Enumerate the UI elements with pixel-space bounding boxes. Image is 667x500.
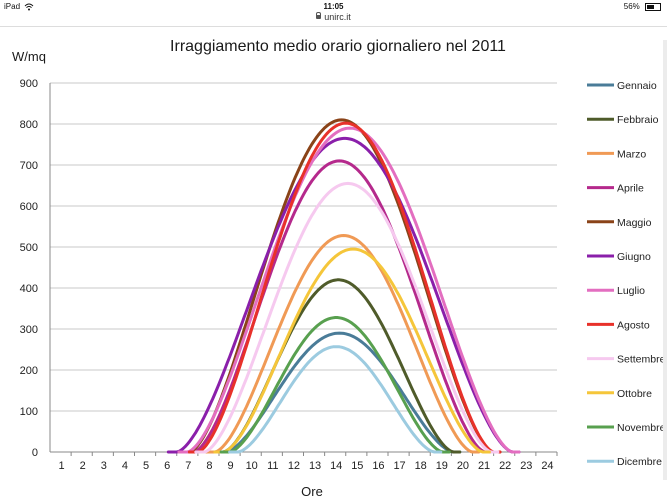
x-tick-label: 9 bbox=[228, 460, 234, 472]
x-tick-label: 11 bbox=[267, 460, 278, 472]
y-tick-label: 800 bbox=[20, 119, 38, 131]
toolbar-divider bbox=[0, 26, 667, 27]
wifi-icon bbox=[24, 3, 34, 11]
grid bbox=[49, 82, 558, 456]
y-tick-label: 600 bbox=[20, 201, 38, 213]
x-tick-label: 5 bbox=[143, 460, 149, 472]
x-tick-label: 16 bbox=[372, 460, 384, 472]
status-bar: iPad 11:05 56% bbox=[0, 0, 667, 14]
x-tick-label: 17 bbox=[393, 460, 405, 472]
x-tick-label: 14 bbox=[330, 460, 342, 472]
legend-label-agosto: Agosto bbox=[617, 319, 650, 331]
status-right: 56% bbox=[624, 0, 661, 14]
legend-label-luglio: Luglio bbox=[617, 285, 645, 297]
y-tick-label: 500 bbox=[20, 242, 38, 254]
chart-title: Irraggiamento medio orario giornaliero n… bbox=[170, 38, 506, 55]
x-tick-label: 2 bbox=[80, 460, 86, 472]
x-tick-label: 8 bbox=[206, 460, 212, 472]
series-line-agosto bbox=[187, 121, 502, 454]
legend-label-novembre: Novembre bbox=[617, 422, 666, 434]
legend-label-gennaio: Gennaio bbox=[617, 80, 657, 92]
series-line-marzo bbox=[204, 234, 481, 454]
x-tick-label: 4 bbox=[122, 460, 128, 472]
x-tick-labels: 1 2 3 4 5 6 7 8 9 10 11 12 13 14 15 16 17 18 19 20 21 22 23 24 bbox=[59, 460, 554, 472]
x-tick-label: 3 bbox=[101, 460, 107, 472]
status-left: iPad bbox=[4, 0, 34, 14]
x-axis-label: Ore bbox=[301, 484, 323, 499]
x-tick-label: 7 bbox=[185, 460, 191, 472]
series-lines bbox=[166, 118, 521, 454]
y-tick-label: 200 bbox=[20, 365, 38, 377]
battery-icon bbox=[645, 2, 661, 11]
legend-label-aprile: Aprile bbox=[617, 183, 644, 195]
series-line-novembre bbox=[219, 316, 451, 454]
x-tick-label: 23 bbox=[520, 460, 532, 472]
url-text: unirc.it bbox=[324, 12, 351, 22]
legend-label-settembre: Settembre bbox=[617, 354, 666, 366]
legend-label-giugno: Giugno bbox=[617, 251, 651, 263]
series-line-dicembre bbox=[228, 345, 443, 454]
x-tick-label: 12 bbox=[288, 460, 300, 472]
page-scroll-edge[interactable] bbox=[663, 40, 667, 480]
y-tick-label: 900 bbox=[20, 78, 38, 90]
y-tick-labels: 0 100 200 300 400 500 600 700 800 900 bbox=[20, 78, 38, 459]
chart: Irraggiamento medio orario giornaliero n… bbox=[12, 38, 666, 499]
lock-icon bbox=[316, 11, 322, 19]
device-name: iPad bbox=[4, 2, 21, 11]
x-tick-label: 19 bbox=[436, 460, 448, 472]
y-tick-label: 700 bbox=[20, 160, 38, 172]
y-tick-label: 0 bbox=[32, 447, 38, 459]
x-tick-label: 15 bbox=[351, 460, 363, 472]
legend: Gennaio Febbraio Marzo Aprile Maggio Giugno Lu… bbox=[587, 80, 666, 468]
x-tick-label: 1 bbox=[59, 460, 65, 472]
x-tick-label: 21 bbox=[478, 460, 490, 472]
x-tick-label: 20 bbox=[457, 460, 469, 472]
y-tick-label: 100 bbox=[20, 406, 38, 418]
x-tick-label: 18 bbox=[415, 460, 427, 472]
address-bar[interactable]: unirc.it bbox=[0, 11, 667, 24]
battery-percentage: 56% bbox=[623, 2, 640, 11]
x-tick-label: 24 bbox=[541, 460, 553, 472]
series-line-luglio bbox=[177, 126, 521, 454]
x-tick-label: 22 bbox=[499, 460, 511, 472]
series-line-settembre bbox=[194, 181, 500, 454]
legend-label-dicembre: Dicembre bbox=[617, 456, 662, 468]
legend-label-marzo: Marzo bbox=[617, 148, 646, 160]
legend-label-maggio: Maggio bbox=[617, 217, 652, 229]
legend-label-febbraio: Febbraio bbox=[617, 114, 659, 126]
x-tick-label: 13 bbox=[309, 460, 321, 472]
status-time: 11:05 bbox=[323, 2, 344, 11]
y-tick-label: 400 bbox=[20, 283, 38, 295]
series-line-giugno bbox=[166, 136, 521, 454]
x-tick-label: 6 bbox=[164, 460, 170, 472]
x-tick-label: 10 bbox=[246, 460, 258, 472]
legend-label-ottobre: Ottobre bbox=[617, 388, 652, 400]
series-line-ottobre bbox=[213, 247, 491, 454]
y-tick-label: 300 bbox=[20, 324, 38, 336]
y-axis-label: W/mq bbox=[12, 49, 46, 64]
